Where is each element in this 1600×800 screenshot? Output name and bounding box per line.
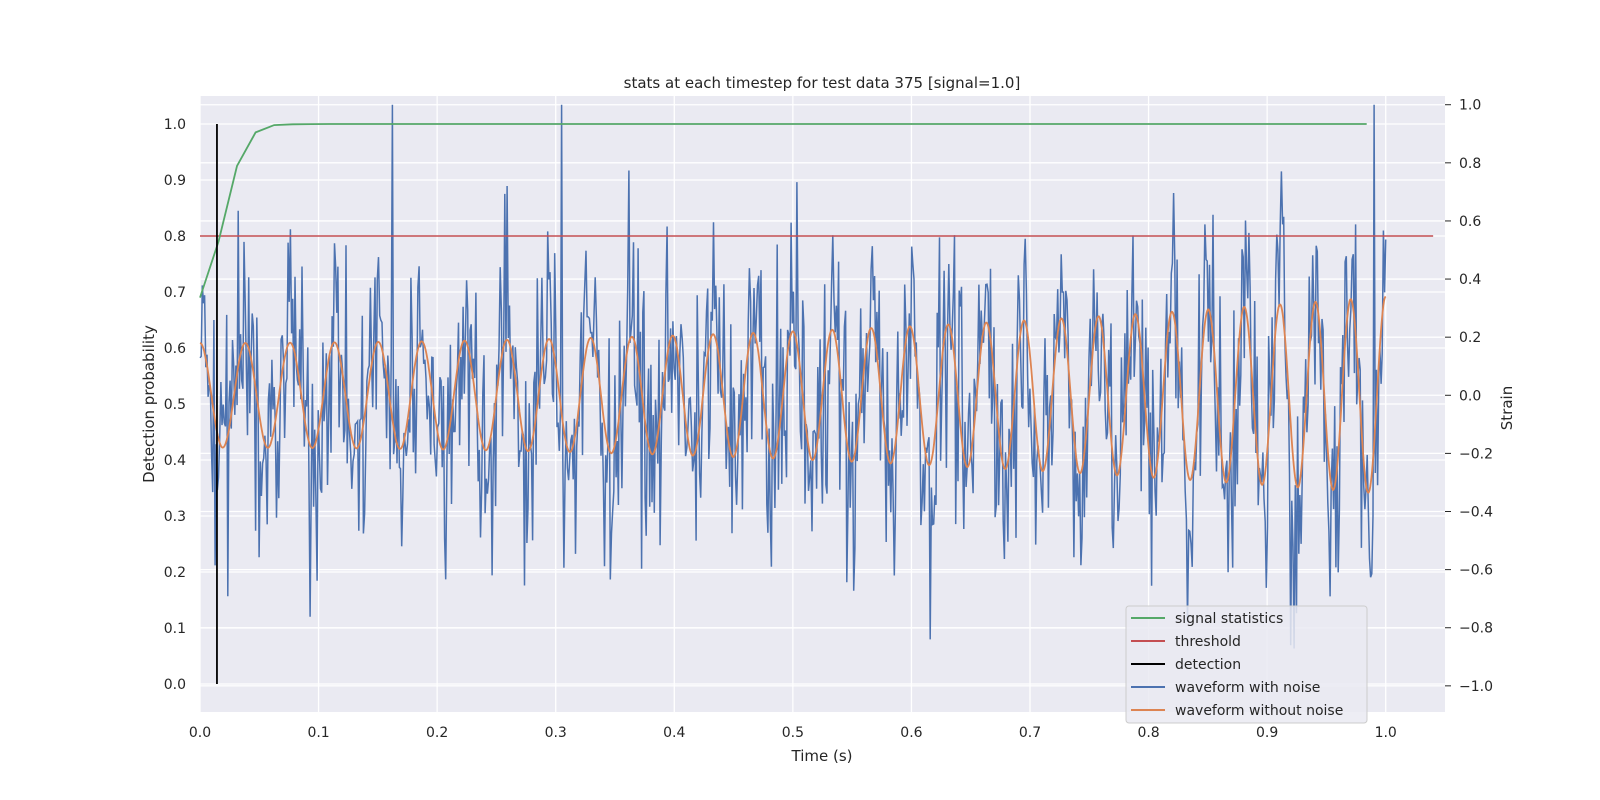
series-line-waveform-without-noise (199, 295, 1387, 494)
x-tick-label: 0.0 (189, 725, 211, 741)
legend-label-waveform-with-noise: waveform with noise (1175, 680, 1320, 696)
x-tick-label: 0.7 (1019, 725, 1041, 741)
y-tick-label: 0.9 (164, 173, 186, 189)
y-tick-label: 0.2 (164, 565, 186, 581)
legend-label-detection: detection (1175, 657, 1241, 673)
y-tick-label: 0.6 (164, 341, 186, 357)
legend-label-waveform-without-noise: waveform without noise (1175, 703, 1343, 719)
legend-label-signal-statistics: signal statistics (1175, 611, 1283, 627)
series-line-waveform-with-noise (199, 104, 1387, 649)
y2-axis-title: Strain (1498, 386, 1516, 430)
chart-title: stats at each timestep for test data 375… (624, 74, 1021, 92)
y-tick-label: 0.1 (164, 621, 186, 637)
x-tick-label: 0.4 (663, 725, 685, 741)
y2-tick-label: 0.6 (1459, 214, 1481, 230)
y-tick-label: 0.0 (164, 677, 186, 693)
y2-tick-label: −0.2 (1459, 446, 1493, 462)
legend-box (1125, 605, 1368, 724)
x-tick-label: 0.5 (782, 725, 804, 741)
y-tick-label: 0.5 (164, 397, 186, 413)
y2-tick-label: 0.0 (1459, 388, 1481, 404)
y2-tick-label: −0.8 (1459, 621, 1493, 637)
x-tick-label: 1.0 (1375, 725, 1397, 741)
y2-tick-label: 0.2 (1459, 330, 1481, 346)
x-tick-label: 0.9 (1256, 725, 1278, 741)
y2-tick-label: 1.0 (1459, 98, 1481, 114)
legend-label-threshold: threshold (1175, 634, 1241, 650)
y-axis-title: Detection probability (140, 325, 158, 483)
y-tick-label: 0.8 (164, 229, 186, 245)
y-tick-label: 1.0 (164, 117, 186, 133)
tick-labels: 0.0 0.1 0.2 0.3 0.4 0.5 0.6 0.7 0.8 0.9 1.0 0.0 0.1 0… (164, 98, 1493, 741)
x-tick-label: 0.6 (900, 725, 922, 741)
x-tick-label: 0.8 (1137, 725, 1159, 741)
legend: signal statistics threshold detection wa… (1125, 605, 1368, 724)
y-tick-label: 0.7 (164, 285, 186, 301)
series-line-signal-statistics (199, 123, 1367, 298)
x-tick-label: 0.1 (307, 725, 329, 741)
y2-tick-label: −0.4 (1459, 505, 1493, 521)
y2-tick-label: −0.6 (1459, 563, 1493, 579)
y2-tick-label: 0.8 (1459, 156, 1481, 172)
y2-tick-label: 0.4 (1459, 272, 1481, 288)
y-tick-label: 0.4 (164, 453, 186, 469)
x-tick-label: 0.2 (426, 725, 448, 741)
y2-tick-label: −1.0 (1459, 679, 1493, 695)
series-layer (199, 104, 1434, 684)
y-tick-label: 0.3 (164, 509, 186, 525)
x-tick-label: 0.3 (545, 725, 567, 741)
x-axis-title: Time (s) (791, 747, 853, 765)
